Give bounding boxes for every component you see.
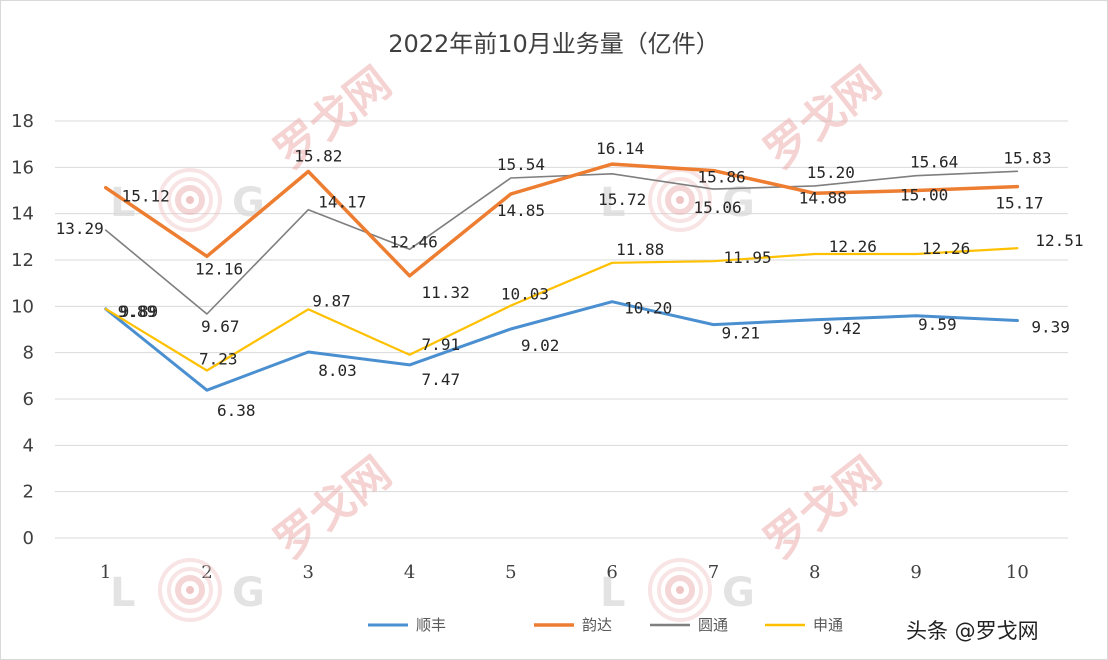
watermark-logo-ring <box>648 558 712 622</box>
data-label: 11.32 <box>422 283 470 302</box>
y-tick-label: 18 <box>11 111 34 132</box>
legend-label: 圆通 <box>698 616 728 634</box>
data-label: 7.47 <box>422 370 461 389</box>
data-label: 11.88 <box>616 240 664 259</box>
x-tick-label: 4 <box>404 562 415 583</box>
watermark-logo-ring <box>175 575 205 605</box>
y-tick-label: 8 <box>23 343 34 364</box>
data-label: 15.20 <box>807 163 855 182</box>
y-tick-label: 16 <box>11 157 34 178</box>
x-tick-label: 9 <box>910 562 921 583</box>
data-label: 9.02 <box>521 336 560 355</box>
data-label: 12.46 <box>390 232 438 251</box>
watermark-logo-ring <box>158 168 222 232</box>
y-tick-label: 4 <box>23 435 34 456</box>
watermark-logo-dot <box>676 586 684 594</box>
data-label: 7.91 <box>422 335 461 354</box>
y-tick-label: 2 <box>23 482 34 503</box>
data-label: 10.20 <box>624 299 672 318</box>
legend: 顺丰 韵达 圆通 申通 <box>368 616 843 634</box>
watermark-logo-letter: G <box>232 180 265 226</box>
data-label: 9.21 <box>721 324 760 343</box>
y-tick-label: 6 <box>23 389 34 410</box>
watermark-logo-ring <box>175 185 205 215</box>
data-label: 14.85 <box>497 201 545 220</box>
series-lines <box>103 162 1020 392</box>
data-label: 15.82 <box>294 147 342 166</box>
data-label: 9.67 <box>201 317 240 336</box>
chart-title: 2022年前10月业务量（亿件） <box>388 30 720 58</box>
data-label: 9.89 <box>120 302 159 321</box>
data-label: 7.23 <box>199 350 238 369</box>
watermark-logo-ring <box>665 575 695 605</box>
watermark-logo-letter: L <box>110 570 136 616</box>
data-label: 8.03 <box>318 361 357 380</box>
data-label: 10.03 <box>501 285 549 304</box>
data-label: 12.26 <box>829 237 877 256</box>
data-label: 15.54 <box>497 155 545 174</box>
data-label: 15.06 <box>693 198 741 217</box>
y-tick-label: 0 <box>23 528 34 549</box>
y-tick-label: 10 <box>11 296 34 317</box>
data-label: 15.72 <box>598 190 646 209</box>
watermark-logo-letter: G <box>232 570 265 616</box>
data-label: 9.39 <box>1031 317 1070 336</box>
watermark-logo-ring <box>657 177 703 223</box>
legend-label: 韵达 <box>582 616 612 634</box>
y-axis-ticks: 0 2 4 6 8 10 12 14 16 18 <box>11 111 34 549</box>
credit-watermark: 头条 @罗戈网 <box>906 619 1039 643</box>
data-label: 15.00 <box>900 186 948 205</box>
watermark-logo-dot <box>186 586 194 594</box>
watermark-logo-ring <box>657 567 703 613</box>
watermark-logo-dot <box>676 196 684 204</box>
data-label: 15.64 <box>910 153 958 172</box>
data-label: 11.95 <box>723 248 771 267</box>
x-axis-ticks: 1 2 3 4 5 6 7 8 9 10 <box>100 562 1029 583</box>
series-line-3 <box>104 170 1019 315</box>
y-tick-label: 14 <box>11 204 34 225</box>
watermark-logo-dot <box>186 196 194 204</box>
x-tick-label: 3 <box>303 562 314 583</box>
x-tick-label: 7 <box>708 562 719 583</box>
data-label: 9.89 <box>118 302 157 321</box>
x-tick-label: 5 <box>505 562 516 583</box>
watermark-logo-ring <box>167 567 213 613</box>
y-tick-label: 12 <box>11 250 34 271</box>
data-label: 15.86 <box>697 168 745 187</box>
watermark-logo-letter: G <box>722 570 755 616</box>
data-labels: 9.89 6.38 8.03 7.47 9.02 10.20 9.21 9.42 9.59 9.3… <box>56 139 1084 420</box>
watermark-logo-ring <box>158 558 222 622</box>
data-label: 13.29 <box>56 219 104 238</box>
watermark-logo-letter: L <box>600 180 626 226</box>
data-label: 6.38 <box>217 401 256 420</box>
watermark-logo-ring <box>665 185 695 215</box>
x-tick-label: 2 <box>201 562 212 583</box>
data-label: 9.87 <box>312 291 351 310</box>
data-label: 12.16 <box>195 259 243 278</box>
watermark-logo-ring <box>167 177 213 223</box>
data-label: 12.26 <box>922 239 970 258</box>
x-tick-label: 10 <box>1006 562 1029 583</box>
x-tick-label: 1 <box>100 562 111 583</box>
data-label: 14.17 <box>318 193 366 212</box>
watermark-logo-letter: L <box>600 570 626 616</box>
data-label: 15.83 <box>1003 148 1051 167</box>
x-tick-label: 6 <box>606 562 617 583</box>
series-line-2 <box>103 162 1020 278</box>
data-label: 16.14 <box>596 139 644 158</box>
series-line-1 <box>104 300 1019 392</box>
data-label: 14.88 <box>799 188 847 207</box>
data-label: 9.42 <box>823 319 862 338</box>
legend-label: 顺丰 <box>416 616 446 634</box>
data-label: 15.17 <box>995 194 1043 213</box>
data-label: 9.59 <box>918 315 957 334</box>
legend-label: 申通 <box>813 616 843 634</box>
gridlines <box>55 120 1068 539</box>
x-tick-label: 8 <box>809 562 820 583</box>
data-label: 12.51 <box>1035 231 1083 250</box>
data-label: 15.12 <box>122 187 170 206</box>
series-line-4 <box>104 247 1019 372</box>
